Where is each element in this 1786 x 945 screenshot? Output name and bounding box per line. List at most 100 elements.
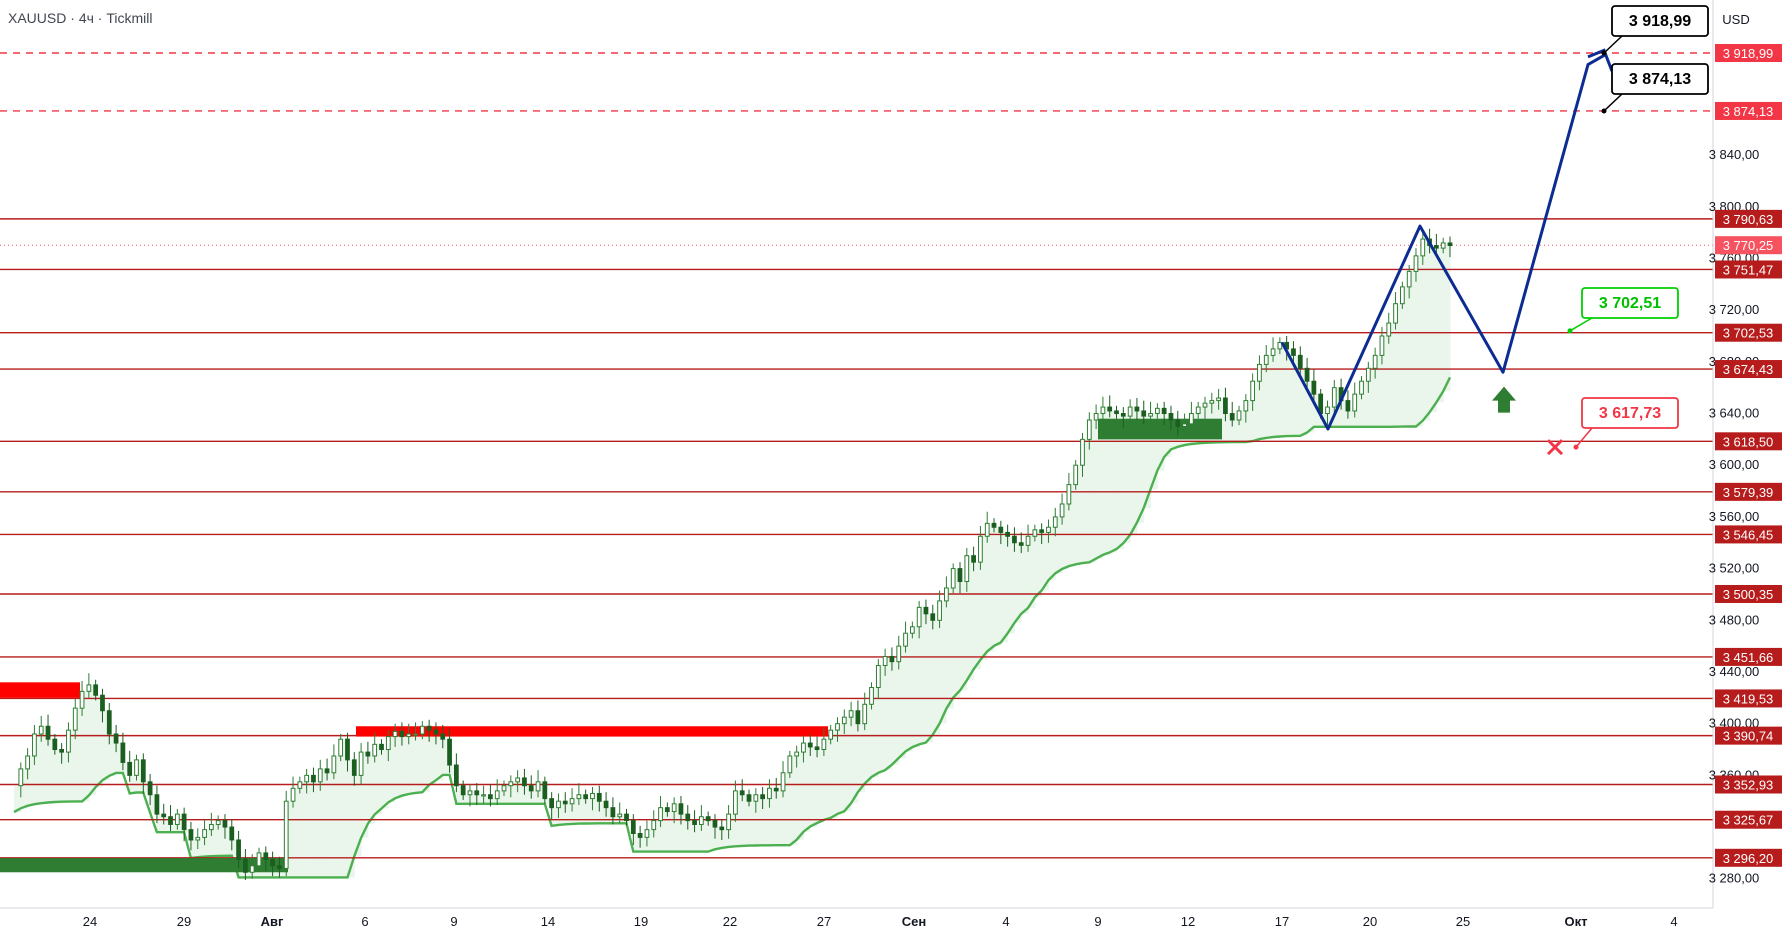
candle[interactable] [113,733,119,744]
candle[interactable] [1311,380,1317,395]
candle[interactable] [494,790,500,800]
candle[interactable] [385,736,391,751]
candle[interactable] [38,725,44,735]
candle[interactable] [692,820,697,825]
candle[interactable] [1229,413,1235,421]
candle[interactable] [399,730,405,738]
candle[interactable] [1100,406,1106,415]
candle[interactable] [181,813,187,831]
candle[interactable] [780,772,786,792]
candle[interactable] [583,794,589,800]
candle[interactable] [658,807,663,822]
candle[interactable] [535,781,541,792]
candle[interactable] [1046,526,1051,533]
candle[interactable] [794,751,800,757]
candle[interactable] [1134,406,1140,412]
stop-callout[interactable]: 3 617,73 [1573,397,1679,450]
candle[interactable] [937,600,942,621]
candle[interactable] [944,587,949,602]
candle[interactable] [283,800,289,869]
candle[interactable] [1066,484,1072,505]
candle[interactable] [106,710,112,735]
candle[interactable] [351,759,357,776]
candle[interactable] [841,716,847,725]
candle[interactable] [1243,400,1249,412]
candle[interactable] [875,665,881,688]
candle[interactable] [515,777,520,783]
target-2-callout[interactable]: 3 874,13 [1601,63,1709,114]
candle[interactable] [610,807,616,818]
candle[interactable] [127,761,133,776]
candle[interactable] [835,723,840,731]
candle[interactable] [508,781,514,787]
candle[interactable] [263,852,269,860]
candle[interactable] [787,755,793,774]
candle[interactable] [345,738,350,761]
candle[interactable] [562,800,568,805]
candle[interactable] [406,733,412,738]
candle[interactable] [569,798,575,805]
candle[interactable] [739,790,745,796]
candle[interactable] [848,710,854,718]
candle[interactable] [1250,380,1256,402]
candle[interactable] [32,733,37,757]
candle[interactable] [807,742,813,748]
candle[interactable] [978,535,983,563]
candle[interactable] [338,738,344,757]
candle[interactable] [624,813,629,822]
candle[interactable] [1420,238,1426,257]
candle[interactable] [379,743,384,751]
candle[interactable] [372,743,378,757]
candle[interactable] [596,792,602,802]
candle[interactable] [1352,393,1358,412]
candle[interactable] [1175,419,1181,427]
candle[interactable] [828,729,834,740]
candle[interactable] [896,645,902,663]
candle[interactable] [1263,354,1269,365]
candle[interactable] [1018,542,1024,546]
time-axis[interactable] [0,908,1713,940]
candle[interactable] [270,858,275,867]
candle[interactable] [1005,531,1011,537]
candle[interactable] [433,729,439,735]
candle[interactable] [481,794,486,797]
candle[interactable] [991,522,997,528]
candle[interactable] [304,774,310,783]
candle[interactable] [72,707,78,731]
candle[interactable] [1345,400,1351,412]
candle[interactable] [59,749,65,753]
candle[interactable] [664,807,670,813]
candle[interactable] [1365,367,1371,382]
candle[interactable] [297,781,303,789]
candle[interactable] [1236,410,1242,421]
candle[interactable] [453,764,459,787]
candle[interactable] [746,794,752,802]
candle[interactable] [1447,242,1453,247]
candle[interactable] [1413,255,1419,272]
candle[interactable] [392,730,398,738]
candle[interactable] [1399,286,1405,305]
candle[interactable] [1434,245,1439,249]
candle[interactable] [447,738,452,766]
candle[interactable] [215,820,221,825]
candle[interactable] [590,792,595,800]
candle[interactable] [603,800,609,809]
candle[interactable] [1120,413,1126,417]
candle[interactable] [208,823,214,831]
candle[interactable] [440,733,446,740]
candle[interactable] [1209,400,1215,404]
candle[interactable] [1107,406,1113,412]
candle[interactable] [358,751,364,776]
candle[interactable] [1223,397,1228,415]
candle[interactable] [474,790,480,796]
candle[interactable] [467,790,473,796]
candle[interactable] [202,829,207,838]
candle[interactable] [236,839,241,860]
candle[interactable] [903,632,908,647]
candle[interactable] [100,694,105,712]
candle[interactable] [365,751,371,757]
candle[interactable] [1216,397,1221,402]
candle[interactable] [1080,438,1085,466]
